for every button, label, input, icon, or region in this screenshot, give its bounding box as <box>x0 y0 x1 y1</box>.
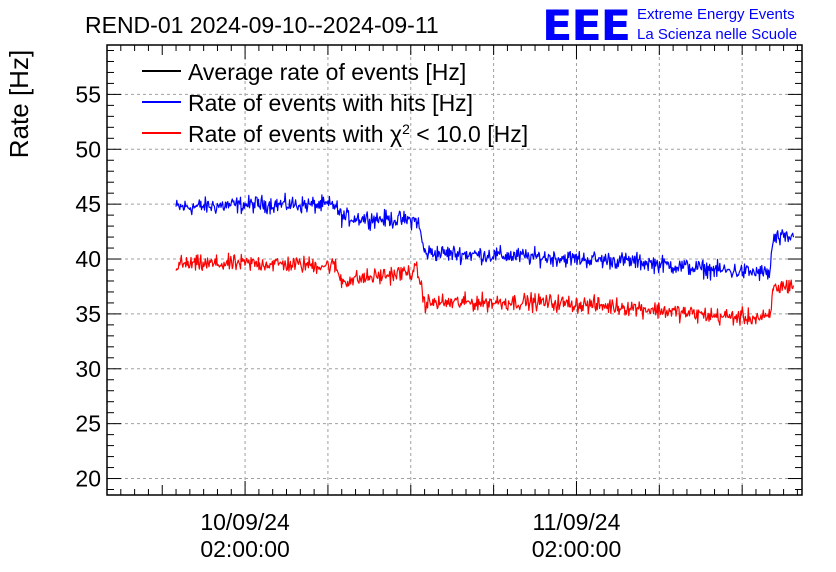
x-tick-label-time: 02:00:00 <box>200 536 290 562</box>
y-tick-label: 25 <box>75 411 101 437</box>
legend-chi2-post: < 10.0 [Hz] <box>410 121 528 147</box>
axes-frame <box>106 44 803 496</box>
y-tick-label: 20 <box>75 466 101 492</box>
y-tick-label: 40 <box>75 246 101 272</box>
legend-chi2-pre: Rate of events with <box>188 121 390 147</box>
logo-line-1: Extreme Energy Events <box>637 6 795 23</box>
legend-chi2-symbol: χ <box>390 121 402 147</box>
eee-logo-mark: EEE <box>542 1 630 50</box>
legend-label-hits: Rate of events with hits [Hz] <box>188 90 473 116</box>
series-line-chi2 <box>175 252 795 326</box>
y-tick-label: 30 <box>75 356 101 382</box>
y-tick-label: 50 <box>75 136 101 162</box>
y-tick-label: 45 <box>75 191 101 217</box>
x-tick-label-date: 11/09/24 <box>533 509 621 535</box>
legend-label-chi2: Rate of events with χ2 < 10.0 [Hz] <box>188 121 528 147</box>
eee-logo: EEE Extreme Energy Events La Scienza nel… <box>542 1 797 50</box>
x-tick-label-time: 02:00:00 <box>532 536 622 562</box>
x-tick-label-date: 10/09/24 <box>200 509 290 535</box>
legend: Average rate of events [Hz] Rate of even… <box>142 59 528 147</box>
chart-title: REND-01 2024-09-10--2024-09-11 <box>85 12 439 38</box>
legend-label-average: Average rate of events [Hz] <box>188 59 466 85</box>
series-layer <box>175 192 795 326</box>
logo-line-2: La Scienza nelle Scuole <box>637 26 797 43</box>
series-line-hits <box>175 192 795 282</box>
y-tick-label: 55 <box>75 81 101 107</box>
legend-chi2-sup: 2 <box>402 121 410 137</box>
y-tick-label: 35 <box>75 301 101 327</box>
y-axis-label: Rate [Hz] <box>4 50 34 158</box>
y-tick-labels: 20 25 30 35 40 45 50 55 <box>75 81 101 491</box>
